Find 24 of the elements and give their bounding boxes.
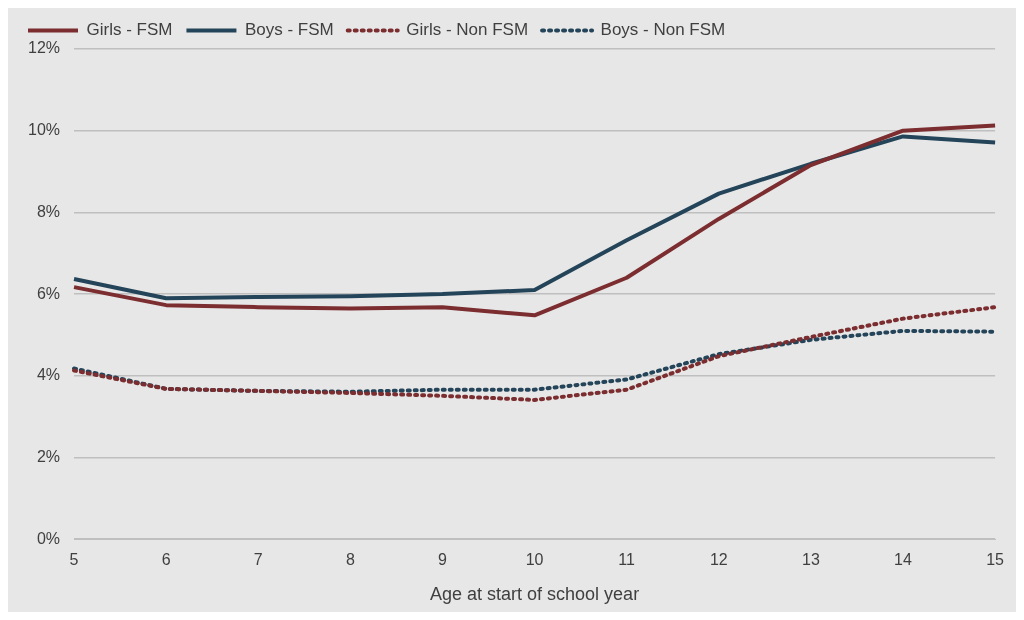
y-tick-label: 2% — [36, 447, 61, 465]
y-tick-label: 12% — [27, 39, 61, 57]
x-tick-label: 11 — [618, 551, 636, 569]
x-tick-label: 14 — [894, 551, 912, 569]
legend-label: Girls - Non FSM — [406, 20, 529, 40]
legend-label: Boys - Non FSM — [600, 20, 726, 40]
x-tick-label: 15 — [986, 551, 1005, 569]
x-tick-label: 10 — [525, 551, 544, 569]
y-tick-label: 4% — [36, 366, 61, 384]
legend-label: Girls - FSM — [86, 20, 173, 40]
y-tick-label: 0% — [36, 529, 61, 547]
x-tick-label: 6 — [161, 551, 171, 569]
x-tick-label: 5 — [69, 551, 79, 569]
x-tick-label: 13 — [801, 551, 820, 569]
y-tick-label: 10% — [27, 121, 61, 139]
x-tick-label: 9 — [438, 551, 447, 569]
x-tick-label: 8 — [345, 551, 355, 569]
legend-label: Boys - FSM — [244, 20, 334, 40]
y-tick-label: 8% — [36, 202, 61, 220]
x-tick-label: 7 — [253, 551, 263, 569]
x-tick-label: 12 — [709, 551, 728, 569]
line-series — [72, 305, 998, 402]
y-tick-label: 6% — [36, 284, 61, 302]
x-axis-title: Age at start of school year — [430, 584, 640, 605]
